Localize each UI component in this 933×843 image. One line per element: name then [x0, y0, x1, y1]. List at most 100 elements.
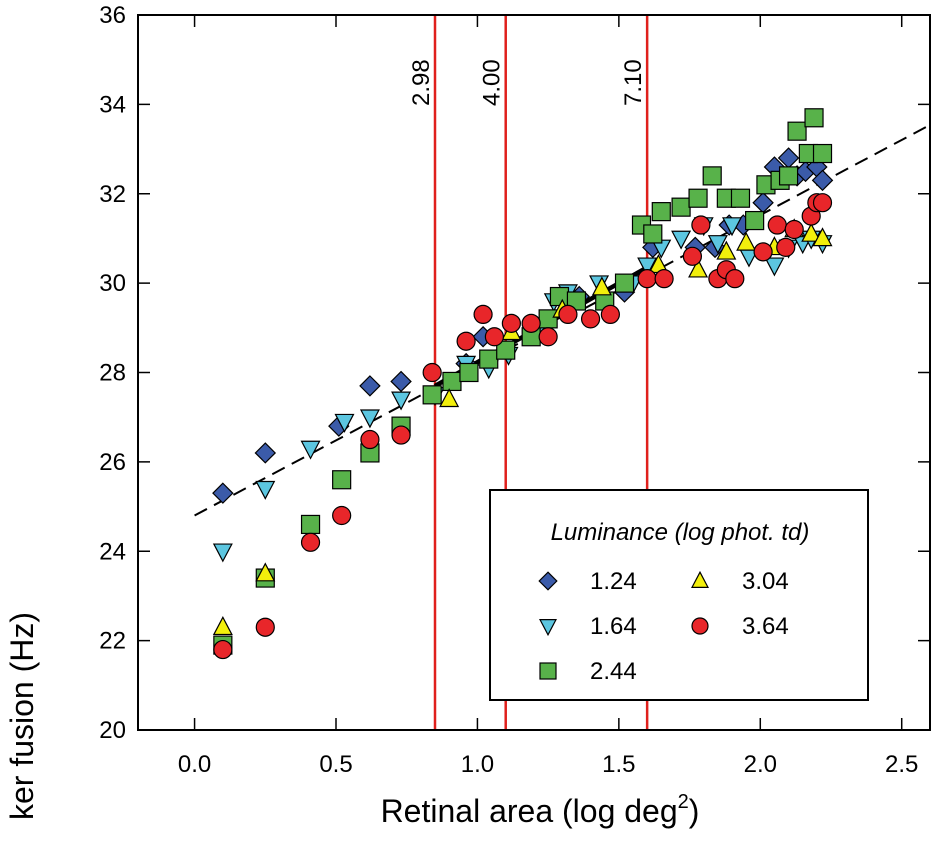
- fit-line: [194, 124, 931, 517]
- point: [300, 514, 321, 535]
- point: [442, 371, 462, 392]
- point: [764, 257, 785, 277]
- point: [787, 121, 807, 141]
- legend-marker: [539, 662, 557, 680]
- y-tick-label: 36: [99, 2, 126, 29]
- point: [390, 370, 412, 393]
- y-tick-label: 24: [99, 538, 126, 565]
- y-tick-label: 22: [99, 628, 126, 655]
- point: [501, 313, 521, 333]
- point: [496, 340, 516, 360]
- point: [812, 227, 833, 247]
- point: [736, 231, 757, 251]
- point: [671, 230, 692, 250]
- point: [745, 210, 765, 231]
- y-tick-label: 20: [99, 717, 126, 744]
- point: [538, 327, 558, 347]
- point: [359, 375, 381, 397]
- y-tick-label: 26: [99, 449, 126, 476]
- point: [479, 349, 499, 369]
- point: [804, 108, 824, 128]
- legend-marker: [691, 570, 709, 589]
- point: [716, 240, 737, 260]
- point: [558, 304, 578, 325]
- point: [212, 543, 233, 563]
- point: [484, 327, 504, 347]
- point: [688, 188, 708, 208]
- point: [549, 286, 570, 307]
- y-tick-label: 34: [99, 91, 126, 118]
- point: [600, 304, 620, 325]
- point: [725, 269, 745, 289]
- point: [459, 362, 479, 383]
- point: [473, 304, 493, 325]
- point: [391, 425, 411, 445]
- point: [300, 532, 321, 552]
- point: [776, 237, 796, 257]
- point: [422, 385, 442, 405]
- point: [614, 273, 635, 293]
- point: [359, 409, 380, 429]
- reference-label: 7.10: [620, 59, 647, 106]
- x-tick-label: 1.5: [602, 751, 635, 778]
- point: [651, 202, 671, 222]
- x-axis-label: Retinal area (log deg2): [381, 791, 700, 829]
- x-tick-label: 0.5: [319, 751, 352, 778]
- legend-title: Luminance (log phot. td): [551, 519, 810, 546]
- point: [360, 429, 380, 450]
- y-tick-label: 30: [99, 270, 126, 297]
- point: [255, 480, 276, 500]
- legend-marker: [538, 571, 558, 591]
- point: [801, 222, 822, 242]
- point: [391, 391, 412, 411]
- point: [778, 166, 799, 186]
- x-axis-label-end: ): [689, 793, 700, 829]
- point: [722, 217, 742, 237]
- point: [332, 505, 352, 526]
- point: [812, 143, 833, 164]
- point: [422, 362, 442, 383]
- point: [753, 242, 773, 262]
- point: [730, 188, 751, 208]
- point: [212, 482, 234, 504]
- legend-label: 2.44: [590, 658, 637, 685]
- plot-frame: [137, 14, 931, 731]
- point: [707, 235, 728, 255]
- point: [439, 388, 460, 408]
- point: [213, 639, 233, 660]
- x-tick-label: 0.0: [178, 751, 211, 778]
- point: [682, 246, 703, 266]
- x-axis-label-text: Retinal area (log deg: [381, 793, 678, 829]
- legend-label: 3.04: [742, 568, 789, 595]
- reference-label: 2.98: [408, 59, 435, 106]
- point: [538, 309, 558, 329]
- point: [654, 269, 674, 289]
- x-tick-label: 1.0: [461, 751, 494, 778]
- point: [456, 331, 476, 351]
- legend-marker: [539, 618, 557, 637]
- point: [767, 215, 787, 235]
- point: [591, 276, 612, 296]
- point: [691, 215, 711, 235]
- legend-label: 1.64: [590, 613, 637, 640]
- point: [784, 219, 804, 240]
- point: [671, 197, 691, 217]
- y-tick-label: 28: [99, 360, 126, 387]
- point: [255, 617, 275, 637]
- point: [254, 442, 277, 464]
- point: [580, 309, 601, 329]
- y-tick-label: 32: [99, 181, 126, 208]
- point: [332, 470, 352, 490]
- point: [812, 193, 833, 213]
- legend-label: 1.24: [590, 568, 637, 595]
- x-tick-label: 2.5: [885, 751, 918, 778]
- legend-label: 3.64: [742, 613, 789, 640]
- point: [643, 224, 663, 244]
- point: [688, 258, 709, 278]
- legend-marker: [691, 617, 709, 635]
- point: [300, 440, 321, 460]
- x-axis-label-sup: 2: [678, 791, 689, 813]
- point: [811, 169, 834, 192]
